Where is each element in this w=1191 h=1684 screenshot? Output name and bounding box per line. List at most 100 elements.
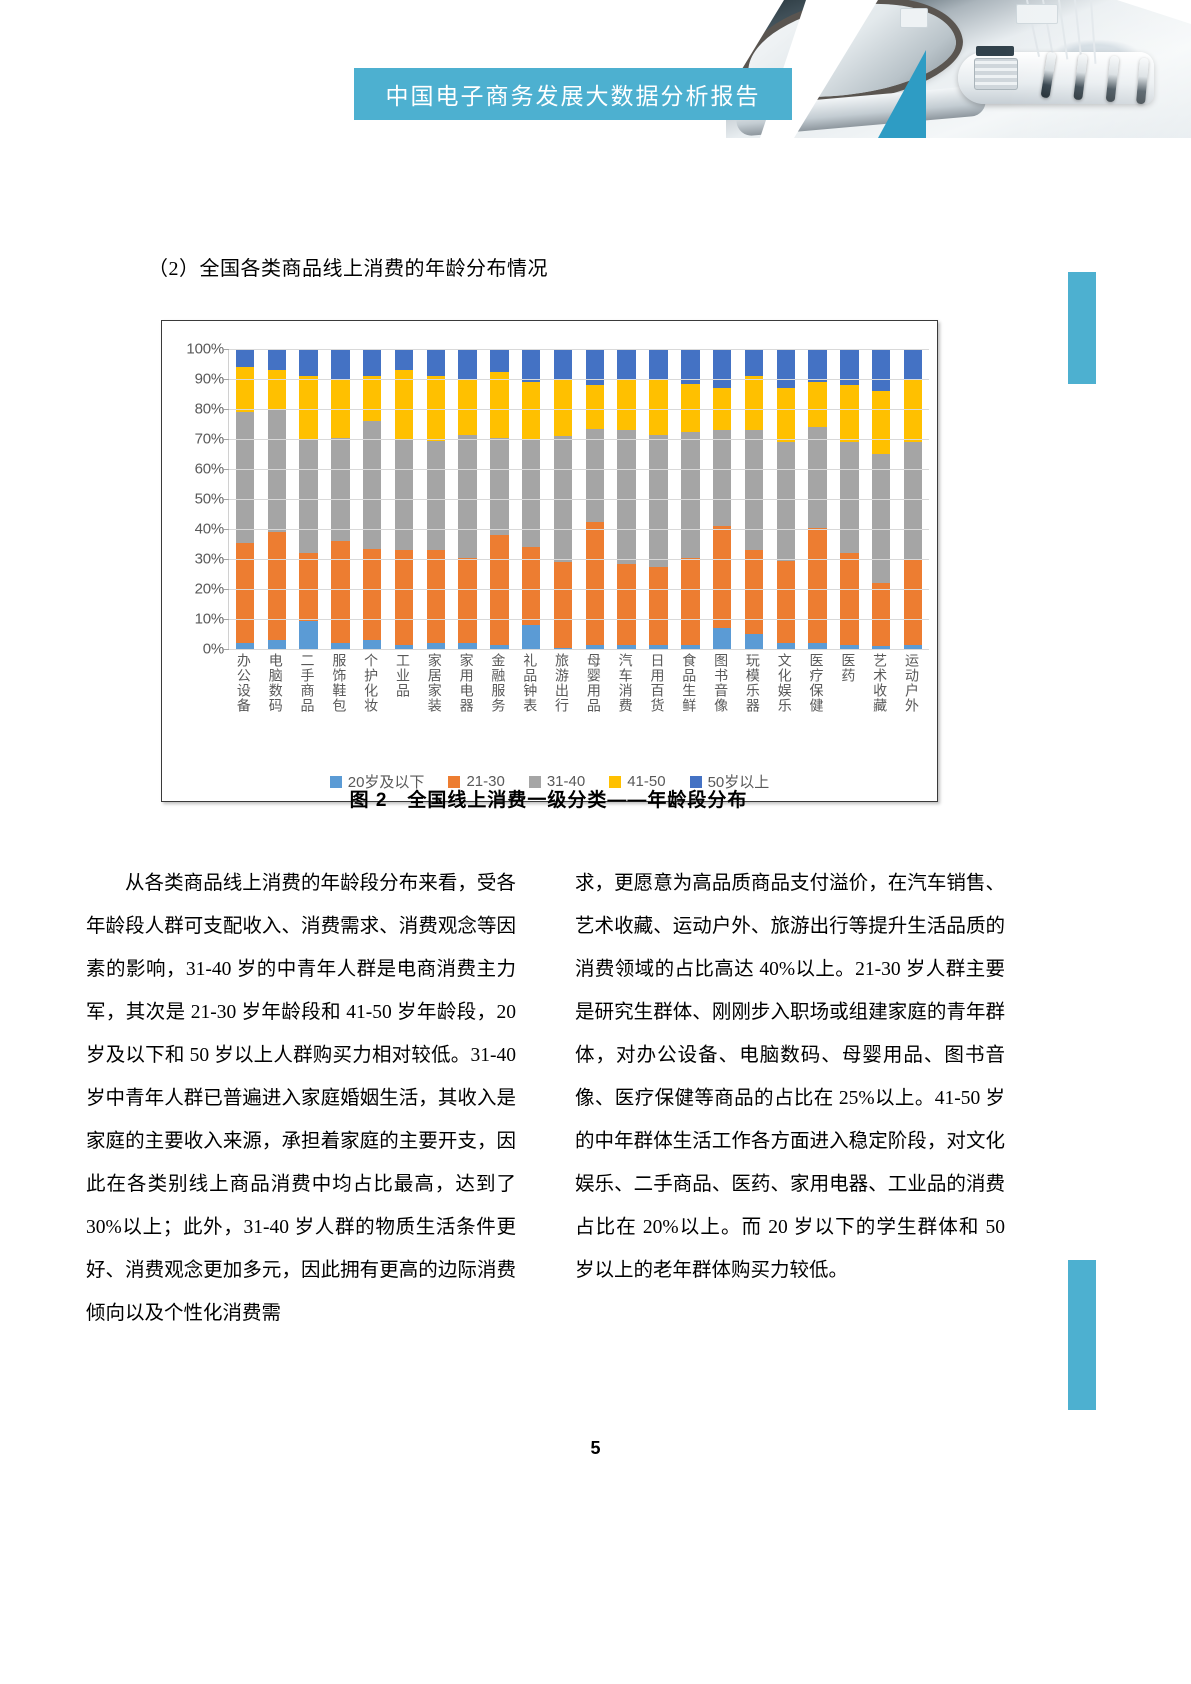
- chart-bar-segment: [681, 557, 700, 645]
- chart-bar-column: [579, 349, 611, 649]
- chart-plot-area: [224, 349, 929, 650]
- chart-bar-column: [388, 349, 420, 649]
- chart-gridline: [229, 499, 929, 500]
- side-accent-bar-bottom: [1068, 1260, 1096, 1410]
- x-tick-label: 食品生鲜: [681, 653, 698, 713]
- chart-bar-segment: [235, 349, 255, 367]
- chart-stacked-bar[interactable]: [331, 349, 350, 649]
- chart-bar-segment: [331, 541, 350, 643]
- x-tick-cell: 电脑数码: [260, 653, 292, 763]
- chart-gridline: [229, 409, 929, 410]
- chart-bar-column: [643, 349, 675, 649]
- chart-bar-segment: [649, 379, 668, 435]
- chart-bar-column: [802, 349, 834, 649]
- chart-bar-column: [865, 349, 897, 649]
- chart-bar-column: [356, 349, 388, 649]
- chart-bar-segment: [235, 643, 255, 649]
- y-tick-label: 10%: [194, 610, 225, 628]
- legend-item[interactable]: 41-50: [609, 773, 666, 790]
- page-number: 5: [590, 1438, 601, 1458]
- chart-bar-column: [738, 349, 770, 649]
- chart-stacked-bar[interactable]: [394, 349, 414, 649]
- chart-bar-segment: [712, 349, 732, 388]
- chart-stacked-bar[interactable]: [458, 349, 477, 649]
- body-column-right: 求，更愿意为高品质商品支付溢价，在汽车销售、艺术收藏、运动户外、旅游出行等提升生…: [575, 862, 1005, 1292]
- y-tick-mark: [224, 529, 229, 530]
- y-tick-mark: [224, 439, 229, 440]
- x-tick-cell: 礼品钟表: [514, 653, 546, 763]
- chart-stacked-bar[interactable]: [522, 349, 541, 649]
- chart-stacked-bar[interactable]: [744, 349, 764, 649]
- photo-wall-panel: [900, 8, 928, 28]
- legend-color-swatch: [448, 775, 461, 788]
- y-tick-mark: [224, 559, 229, 560]
- legend-item[interactable]: 31-40: [528, 773, 585, 790]
- legend-item[interactable]: 21-30: [448, 773, 505, 790]
- chart-bar-segment: [840, 349, 859, 385]
- chart-bar-segment: [426, 643, 445, 649]
- chart-stacked-bar[interactable]: [649, 349, 668, 649]
- x-tick-cell: 图书音像: [705, 653, 737, 763]
- chart-bar-segment: [490, 644, 509, 649]
- chart-bar-segment: [267, 409, 286, 532]
- chart-stacked-bar[interactable]: [617, 349, 636, 649]
- chart-bar-segment: [458, 349, 477, 379]
- chart-bar-segment: [871, 454, 891, 583]
- chart-bar-segment: [331, 349, 350, 379]
- legend-item[interactable]: 20岁及以下: [329, 771, 425, 792]
- x-tick-label: 医药: [840, 653, 857, 683]
- legend-item[interactable]: 50岁以上: [689, 771, 770, 792]
- y-tick-mark: [224, 649, 229, 650]
- legend-label: 50岁以上: [707, 774, 770, 791]
- chart-stacked-bar[interactable]: [808, 349, 827, 649]
- chart-bar-segment: [362, 376, 382, 421]
- chart-bar-segment: [681, 349, 700, 384]
- x-tick-label: 电脑数码: [267, 653, 284, 713]
- chart-bar-segment: [585, 349, 605, 385]
- chart-stacked-bar[interactable]: [871, 349, 891, 649]
- chart-bar-column: [452, 349, 484, 649]
- x-tick-cell: 运动户外: [896, 653, 928, 763]
- chart-bar-segment: [426, 550, 445, 643]
- chart-bar-segment: [712, 430, 732, 526]
- chart-bar-segment: [681, 383, 700, 432]
- chart-bar-segment: [840, 644, 859, 649]
- x-tick-label: 礼品钟表: [522, 653, 539, 713]
- x-tick-label: 艺术收藏: [872, 653, 889, 713]
- y-tick-mark: [224, 349, 229, 350]
- x-tick-cell: 旅游出行: [546, 653, 578, 763]
- chart-stacked-bar[interactable]: [299, 349, 318, 649]
- chart-bar-segment: [267, 349, 286, 370]
- chart-stacked-bar[interactable]: [490, 349, 509, 649]
- chart-bar-segment: [617, 644, 636, 649]
- chart-container: 0% 10% 20% 30% 40% 50% 60% 70% 80% 90% 100% 办公设备 电脑…: [161, 320, 938, 802]
- body-column-left: 从各类商品线上消费的年龄段分布来看，受各年龄段人群可支配收入、消费需求、消费观念…: [86, 862, 516, 1335]
- chart-bar-column: [484, 349, 516, 649]
- x-tick-label: 文化娱乐: [776, 653, 793, 713]
- chart-bar-segment: [458, 379, 477, 435]
- legend-color-swatch: [609, 775, 622, 788]
- x-tick-cell: 工业品: [387, 653, 419, 763]
- chart-bar-segment: [394, 439, 414, 550]
- chart-bar-segment: [394, 550, 414, 645]
- chart-bar-segment: [744, 349, 764, 376]
- chart-bar-segment: [903, 379, 923, 442]
- legend-label: 20岁及以下: [347, 774, 425, 791]
- chart-bar-segment: [235, 542, 255, 643]
- chart-stacked-bar[interactable]: [585, 349, 605, 649]
- chart-bar-segment: [585, 428, 605, 522]
- chart-stacked-bar[interactable]: [712, 349, 732, 649]
- x-tick-label: 家居家装: [426, 653, 443, 713]
- chart-bar-segment: [426, 440, 445, 550]
- chart-bar-segment: [299, 349, 318, 376]
- chart-stacked-bar[interactable]: [776, 349, 795, 649]
- y-tick-mark: [224, 499, 229, 500]
- chart-bar-segment: [776, 442, 795, 561]
- chart-stacked-bar[interactable]: [681, 349, 700, 649]
- x-tick-label: 家用电器: [458, 653, 475, 713]
- chart-stacked-bar[interactable]: [235, 349, 255, 649]
- chart-gridline: [229, 649, 929, 650]
- chart-bar-segment: [585, 644, 605, 649]
- chart-stacked-bar[interactable]: [362, 349, 382, 649]
- header-title-bar: 中国电子商务发展大数据分析报告: [354, 68, 792, 120]
